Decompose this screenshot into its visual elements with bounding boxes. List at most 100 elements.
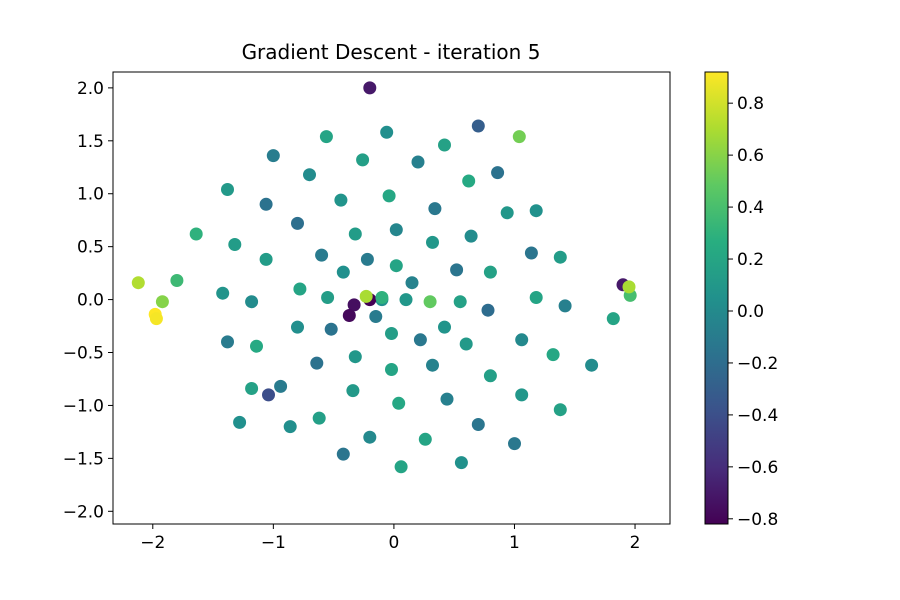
scatter-point <box>324 322 338 336</box>
scatter-points <box>131 81 637 474</box>
scatter-point <box>363 81 377 95</box>
scatter-point <box>464 229 478 243</box>
scatter-point <box>606 312 620 326</box>
scatter-point <box>293 282 307 296</box>
scatter-point <box>262 388 275 402</box>
scatter-point <box>512 130 526 144</box>
scatter-point <box>259 252 273 266</box>
y-tick-label: 2.0 <box>77 79 104 99</box>
scatter-point <box>553 403 567 417</box>
y-tick-label: −0.5 <box>63 344 104 364</box>
scatter-point <box>481 303 495 317</box>
scatter-point <box>291 216 304 230</box>
colorbar-tick-label: 0.8 <box>737 94 764 114</box>
scatter-point <box>131 276 145 290</box>
scatter-point <box>529 291 543 304</box>
scatter-point <box>399 293 413 307</box>
x-tick-label: −1 <box>261 533 286 553</box>
colorbar <box>704 71 729 525</box>
scatter-point <box>405 276 419 290</box>
scatter-point <box>462 174 476 188</box>
scatter-point <box>515 388 529 402</box>
colorbar-tick-label: −0.8 <box>737 510 778 530</box>
scatter-point <box>392 396 406 410</box>
scatter-point <box>347 298 361 312</box>
scatter-point <box>228 238 242 251</box>
scatter-point <box>426 358 439 372</box>
scatter-point <box>291 320 304 334</box>
scatter-point <box>221 183 234 196</box>
scatter-point <box>303 168 316 182</box>
scatter-point <box>413 333 427 347</box>
y-tick-label: −1.0 <box>63 396 104 416</box>
scatter-point <box>459 337 473 351</box>
scatter-point <box>336 447 350 461</box>
scatter-point <box>453 295 467 309</box>
x-tick-label: 1 <box>509 533 520 553</box>
scatter-point <box>245 382 259 395</box>
chart-title: Gradient Descent - iteration 5 <box>242 40 541 64</box>
scatter-point <box>310 356 324 370</box>
scatter-point <box>216 286 230 300</box>
scatter-point <box>426 235 439 249</box>
scatter-point <box>491 166 505 180</box>
y-tick-label: 1.0 <box>77 185 104 205</box>
scatter-point <box>389 259 403 273</box>
scatter-point <box>375 291 389 304</box>
scatter-point <box>454 456 468 470</box>
scatter-point <box>363 430 377 444</box>
scatter-point <box>380 125 394 139</box>
y-axis: −2.0 −1.5 −1.0 −0.5 0.0 0.5 1.0 1.5 2.0 <box>63 79 113 522</box>
scatter-point <box>546 348 560 362</box>
scatter-point <box>515 333 529 347</box>
scatter-point <box>283 420 297 434</box>
scatter-point <box>385 327 398 340</box>
scatter-point <box>622 280 636 294</box>
colorbar-tick-label: −0.4 <box>737 406 778 426</box>
scatter-point <box>149 312 163 326</box>
scatter-point <box>524 246 538 260</box>
scatter-point <box>315 248 329 262</box>
y-tick-label: 0.0 <box>77 291 104 311</box>
x-tick-label: −2 <box>140 533 165 553</box>
x-tick-label: 0 <box>388 533 399 553</box>
plot-frame <box>112 71 671 525</box>
colorbar-tick-label: −0.6 <box>737 458 778 478</box>
scatter-point <box>483 369 497 383</box>
scatter-point <box>385 363 398 376</box>
scatter-point <box>558 299 572 313</box>
scatter-point <box>389 223 403 237</box>
scatter-point <box>356 153 370 167</box>
scatter-point <box>450 263 464 277</box>
scatter-point <box>348 350 362 364</box>
scatter-point <box>471 119 485 133</box>
y-tick-label: 1.5 <box>77 132 104 152</box>
colorbar-tick-label: 0.4 <box>737 198 764 218</box>
scatter-point <box>529 204 543 218</box>
scatter-point <box>483 265 497 279</box>
colorbar-tick-label: 0.2 <box>737 250 764 270</box>
scatter-point <box>359 289 373 303</box>
scatter-point <box>360 252 374 266</box>
y-tick-label: 0.5 <box>77 238 104 258</box>
scatter-point <box>508 437 521 451</box>
scatter-point <box>155 295 169 309</box>
scatter-point <box>336 265 350 279</box>
scatter-point <box>250 339 263 353</box>
scatter-point <box>428 202 442 216</box>
scatter-point <box>411 155 425 169</box>
scatter-point <box>189 227 203 241</box>
scatter-point <box>321 291 335 304</box>
colorbar-tick-label: 0.0 <box>737 302 764 322</box>
scatter-point <box>369 310 383 323</box>
scatter-point <box>382 189 396 203</box>
colorbar-tick-label: −0.2 <box>737 354 778 374</box>
scatter-point <box>274 379 288 393</box>
scatter-point <box>319 130 333 144</box>
x-axis: −2 −1 0 1 2 <box>140 524 640 553</box>
scatter-point <box>221 335 234 349</box>
scatter-point <box>553 250 567 264</box>
scatter-point <box>233 415 247 429</box>
scatter-point <box>585 358 599 372</box>
